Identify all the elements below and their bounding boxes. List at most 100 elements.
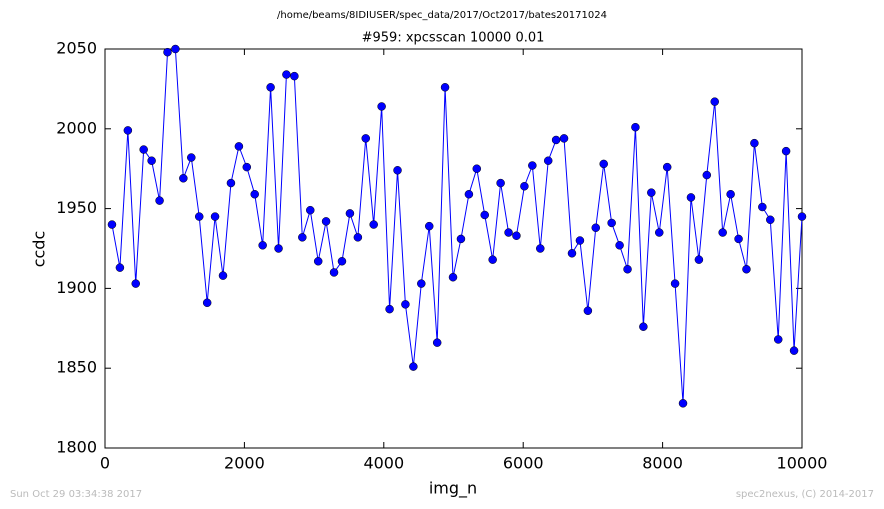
data-point xyxy=(575,236,585,245)
data-point xyxy=(448,272,458,282)
data-point xyxy=(282,70,291,79)
y-axis-label: ccdc xyxy=(30,231,49,268)
data-point xyxy=(647,188,656,197)
y-tick-label: 1900 xyxy=(56,278,97,297)
data-point xyxy=(678,399,688,408)
x-tick-label: 2000 xyxy=(224,454,265,473)
data-point xyxy=(409,362,418,371)
data-point xyxy=(147,156,156,165)
data-point xyxy=(266,83,275,92)
data-point xyxy=(758,202,767,212)
data-point xyxy=(329,268,339,277)
data-point xyxy=(131,279,140,288)
x-tick-label: 0 xyxy=(100,454,110,473)
data-point xyxy=(504,228,513,237)
data-point xyxy=(710,97,719,106)
data-point xyxy=(123,126,133,135)
data-point xyxy=(559,134,569,143)
data-point xyxy=(694,255,704,264)
data-point xyxy=(115,263,125,272)
data-point xyxy=(345,209,355,218)
data-point xyxy=(662,162,672,172)
data-point xyxy=(417,279,426,288)
data-point xyxy=(567,249,577,258)
data-point xyxy=(551,135,561,145)
data-point xyxy=(353,233,363,242)
data-point xyxy=(726,189,735,199)
data-point xyxy=(591,223,601,233)
x-tick-label: 4000 xyxy=(363,454,404,473)
data-point xyxy=(440,83,450,92)
data-point xyxy=(528,161,537,170)
data-point xyxy=(234,142,244,151)
y-tick-label: 2000 xyxy=(56,118,97,137)
data-point xyxy=(773,335,783,344)
data-point xyxy=(377,102,386,111)
data-point xyxy=(107,220,117,229)
data-point xyxy=(623,264,632,274)
data-point xyxy=(155,196,164,205)
data-point xyxy=(369,220,378,229)
data-point xyxy=(424,221,434,231)
data-point xyxy=(607,218,616,228)
data-point xyxy=(361,134,370,143)
data-point xyxy=(139,145,148,154)
footer-right: spec2nexus, (C) 2014-2017 xyxy=(736,489,874,500)
data-point xyxy=(163,47,172,57)
suptitle: /home/beams/8IDIUSER/spec_data/2017/Oct2… xyxy=(277,10,607,21)
data-point xyxy=(274,244,283,253)
data-line xyxy=(111,48,803,404)
data-point xyxy=(488,255,497,264)
data-point xyxy=(321,217,331,226)
x-tick-label: 10000 xyxy=(777,454,828,473)
x-axis-label: img_n xyxy=(429,479,477,499)
data-point xyxy=(583,306,593,315)
data-point xyxy=(512,231,521,240)
data-point xyxy=(766,215,775,225)
data-point xyxy=(250,189,259,199)
data-point xyxy=(639,322,648,331)
data-point xyxy=(393,166,402,175)
y-tick-label: 1950 xyxy=(56,198,97,217)
data-point xyxy=(242,162,252,172)
data-point xyxy=(456,234,466,244)
y-tick-label: 2050 xyxy=(56,39,97,58)
data-point xyxy=(520,182,529,191)
data-point xyxy=(797,212,807,221)
data-point xyxy=(742,264,751,274)
data-point xyxy=(210,212,220,221)
data-point xyxy=(631,122,640,132)
data-point xyxy=(202,298,212,308)
data-point xyxy=(750,138,759,148)
data-point xyxy=(464,189,474,199)
footer-left: Sun Oct 29 03:34:38 2017 xyxy=(10,489,142,500)
data-point xyxy=(472,164,482,173)
data-point xyxy=(187,153,196,162)
data-point xyxy=(789,346,799,355)
data-point xyxy=(306,205,315,215)
data-point xyxy=(734,234,743,244)
data-point xyxy=(385,304,394,314)
data-point xyxy=(401,300,410,309)
data-point xyxy=(171,44,180,54)
data-point xyxy=(670,279,680,288)
data-point xyxy=(615,241,624,250)
y-tick-label: 1800 xyxy=(56,438,97,457)
plot-frame xyxy=(104,48,803,449)
data-point xyxy=(432,338,442,347)
data-point xyxy=(536,244,545,253)
data-point xyxy=(543,156,553,165)
data-point xyxy=(702,170,712,180)
data-point xyxy=(194,212,204,221)
data-point xyxy=(718,228,727,237)
data-point xyxy=(655,228,664,237)
data-point xyxy=(337,257,347,266)
y-tick-label: 1850 xyxy=(56,358,97,377)
data-point xyxy=(496,178,505,188)
data-point xyxy=(226,178,236,188)
data-point xyxy=(686,193,696,202)
data-point xyxy=(258,241,267,250)
data-point xyxy=(781,146,791,156)
data-point xyxy=(298,233,307,242)
